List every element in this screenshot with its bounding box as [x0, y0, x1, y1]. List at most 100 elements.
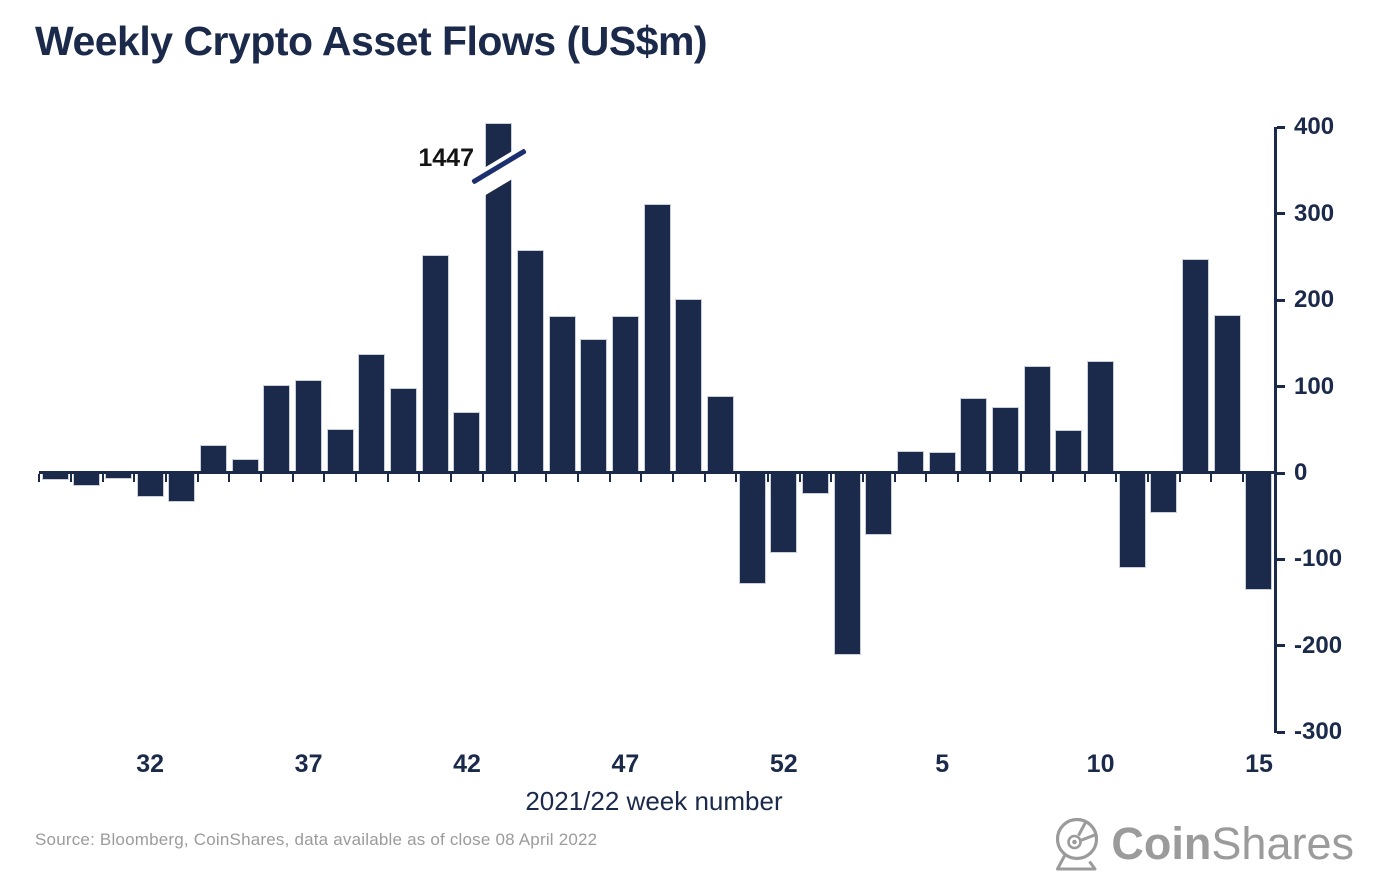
bar-week-10	[1087, 361, 1115, 472]
x-axis-tick	[228, 474, 231, 482]
page-title: Weekly Crypto Asset Flows (US$m)	[35, 18, 708, 64]
bar-week-5	[928, 452, 956, 472]
x-axis-tick	[545, 474, 548, 482]
y-axis-tick	[1277, 730, 1285, 734]
bar-week-46	[580, 338, 608, 472]
y-axis-tick	[1277, 385, 1285, 389]
bar-week-49	[675, 299, 703, 472]
bar-week-45	[548, 316, 576, 472]
x-axis-tick	[323, 474, 326, 482]
x-axis-label-15: 15	[1245, 750, 1273, 778]
bar-week-37	[295, 380, 323, 472]
x-axis-tick	[165, 474, 168, 482]
bar-week-48	[643, 204, 671, 472]
x-axis-tick	[260, 474, 263, 482]
x-axis-label-47: 47	[611, 750, 640, 778]
x-axis-tick	[450, 474, 453, 482]
coinshares-logo-text: CoinShares	[1111, 812, 1354, 876]
bar-week-3	[865, 472, 893, 536]
bar-week-13	[1182, 259, 1210, 472]
x-axis-tick	[69, 474, 72, 482]
x-axis-tick	[735, 474, 738, 482]
bar-week-2	[833, 472, 861, 656]
bar-week-50	[706, 395, 734, 472]
x-axis-tick	[861, 474, 864, 482]
y-axis-tick	[1277, 212, 1285, 216]
x-axis-tick	[957, 474, 960, 482]
bar-week-52	[770, 472, 798, 554]
coinshares-logo: CoinShares	[1053, 812, 1354, 876]
x-axis-tick	[418, 474, 421, 482]
bar-week-6	[960, 397, 988, 472]
x-axis-tick	[1178, 474, 1181, 482]
bar-week-41	[421, 255, 449, 472]
bar-week-11	[1118, 472, 1146, 568]
x-axis-tick	[196, 474, 199, 482]
bar-week-4	[897, 451, 924, 472]
bar-week-39	[358, 353, 386, 472]
bar-week-14	[1213, 314, 1241, 472]
x-axis-tick	[576, 474, 579, 482]
x-axis-label-32: 32	[136, 750, 165, 778]
bar-week-51	[738, 472, 766, 585]
x-axis-tick	[766, 474, 769, 482]
bar-week-9	[1055, 429, 1083, 472]
y-axis-label--200: -200	[1294, 631, 1343, 659]
source-note: Source: Bloomberg, CoinShares, data avai…	[35, 830, 598, 849]
x-axis-tick	[513, 474, 516, 482]
x-axis-line	[39, 471, 1277, 474]
bar-week-8	[1023, 365, 1051, 472]
x-axis-tick	[640, 474, 643, 482]
y-axis-tick	[1277, 644, 1285, 648]
bar-week-12	[1150, 472, 1178, 514]
x-axis-tick	[1115, 474, 1118, 482]
x-axis-label-37: 37	[294, 750, 323, 778]
x-axis-tick	[1147, 474, 1150, 482]
bar-week-15	[1245, 472, 1273, 591]
x-axis-label-52: 52	[769, 750, 798, 778]
x-axis-tick	[1242, 474, 1245, 482]
x-axis-tick	[1083, 474, 1086, 482]
x-axis-tick	[893, 474, 896, 482]
x-axis-tick	[671, 474, 674, 482]
bar-week-1	[801, 472, 829, 495]
logo-text-bold: Coin	[1111, 818, 1212, 869]
bar-week-40	[390, 388, 418, 472]
x-axis-tick	[1052, 474, 1055, 482]
y-axis-label-100: 100	[1294, 372, 1335, 400]
bar-week-36	[263, 384, 291, 472]
bar-week-44	[516, 249, 544, 472]
y-axis-label--300: -300	[1294, 718, 1343, 746]
y-axis-tick	[1277, 471, 1285, 475]
y-axis-tick	[1277, 557, 1285, 561]
y-axis-label-0: 0	[1294, 459, 1308, 486]
x-axis-tick	[386, 474, 389, 482]
y-axis-label-200: 200	[1294, 286, 1335, 314]
y-axis-tick	[1277, 125, 1285, 129]
bar-week-7	[992, 407, 1020, 472]
x-axis-label-5: 5	[935, 750, 950, 778]
x-axis-tick	[355, 474, 358, 482]
x-axis-tick	[1020, 474, 1023, 482]
y-axis-label--100: -100	[1294, 545, 1343, 573]
x-axis-tick	[291, 474, 294, 482]
x-axis-tick	[481, 474, 484, 482]
x-axis-tick	[798, 474, 801, 482]
x-axis-tick	[101, 474, 104, 482]
x-axis-title: 2021/22 week number	[525, 786, 783, 816]
bar-week-33	[168, 472, 196, 503]
x-axis-tick	[988, 474, 991, 482]
y-axis-tick	[1277, 298, 1285, 302]
bar-week-47	[611, 316, 639, 472]
bar-value-annotation: 1447	[418, 144, 474, 172]
x-axis-label-10: 10	[1086, 750, 1115, 778]
x-axis-tick	[133, 474, 136, 482]
y-axis-label-300: 300	[1294, 199, 1335, 227]
x-axis-tick	[703, 474, 706, 482]
x-axis-tick	[38, 474, 41, 482]
coinshares-logo-icon	[1056, 817, 1099, 871]
x-axis-tick	[1210, 474, 1213, 482]
logo-text-light: Shares	[1211, 818, 1354, 869]
